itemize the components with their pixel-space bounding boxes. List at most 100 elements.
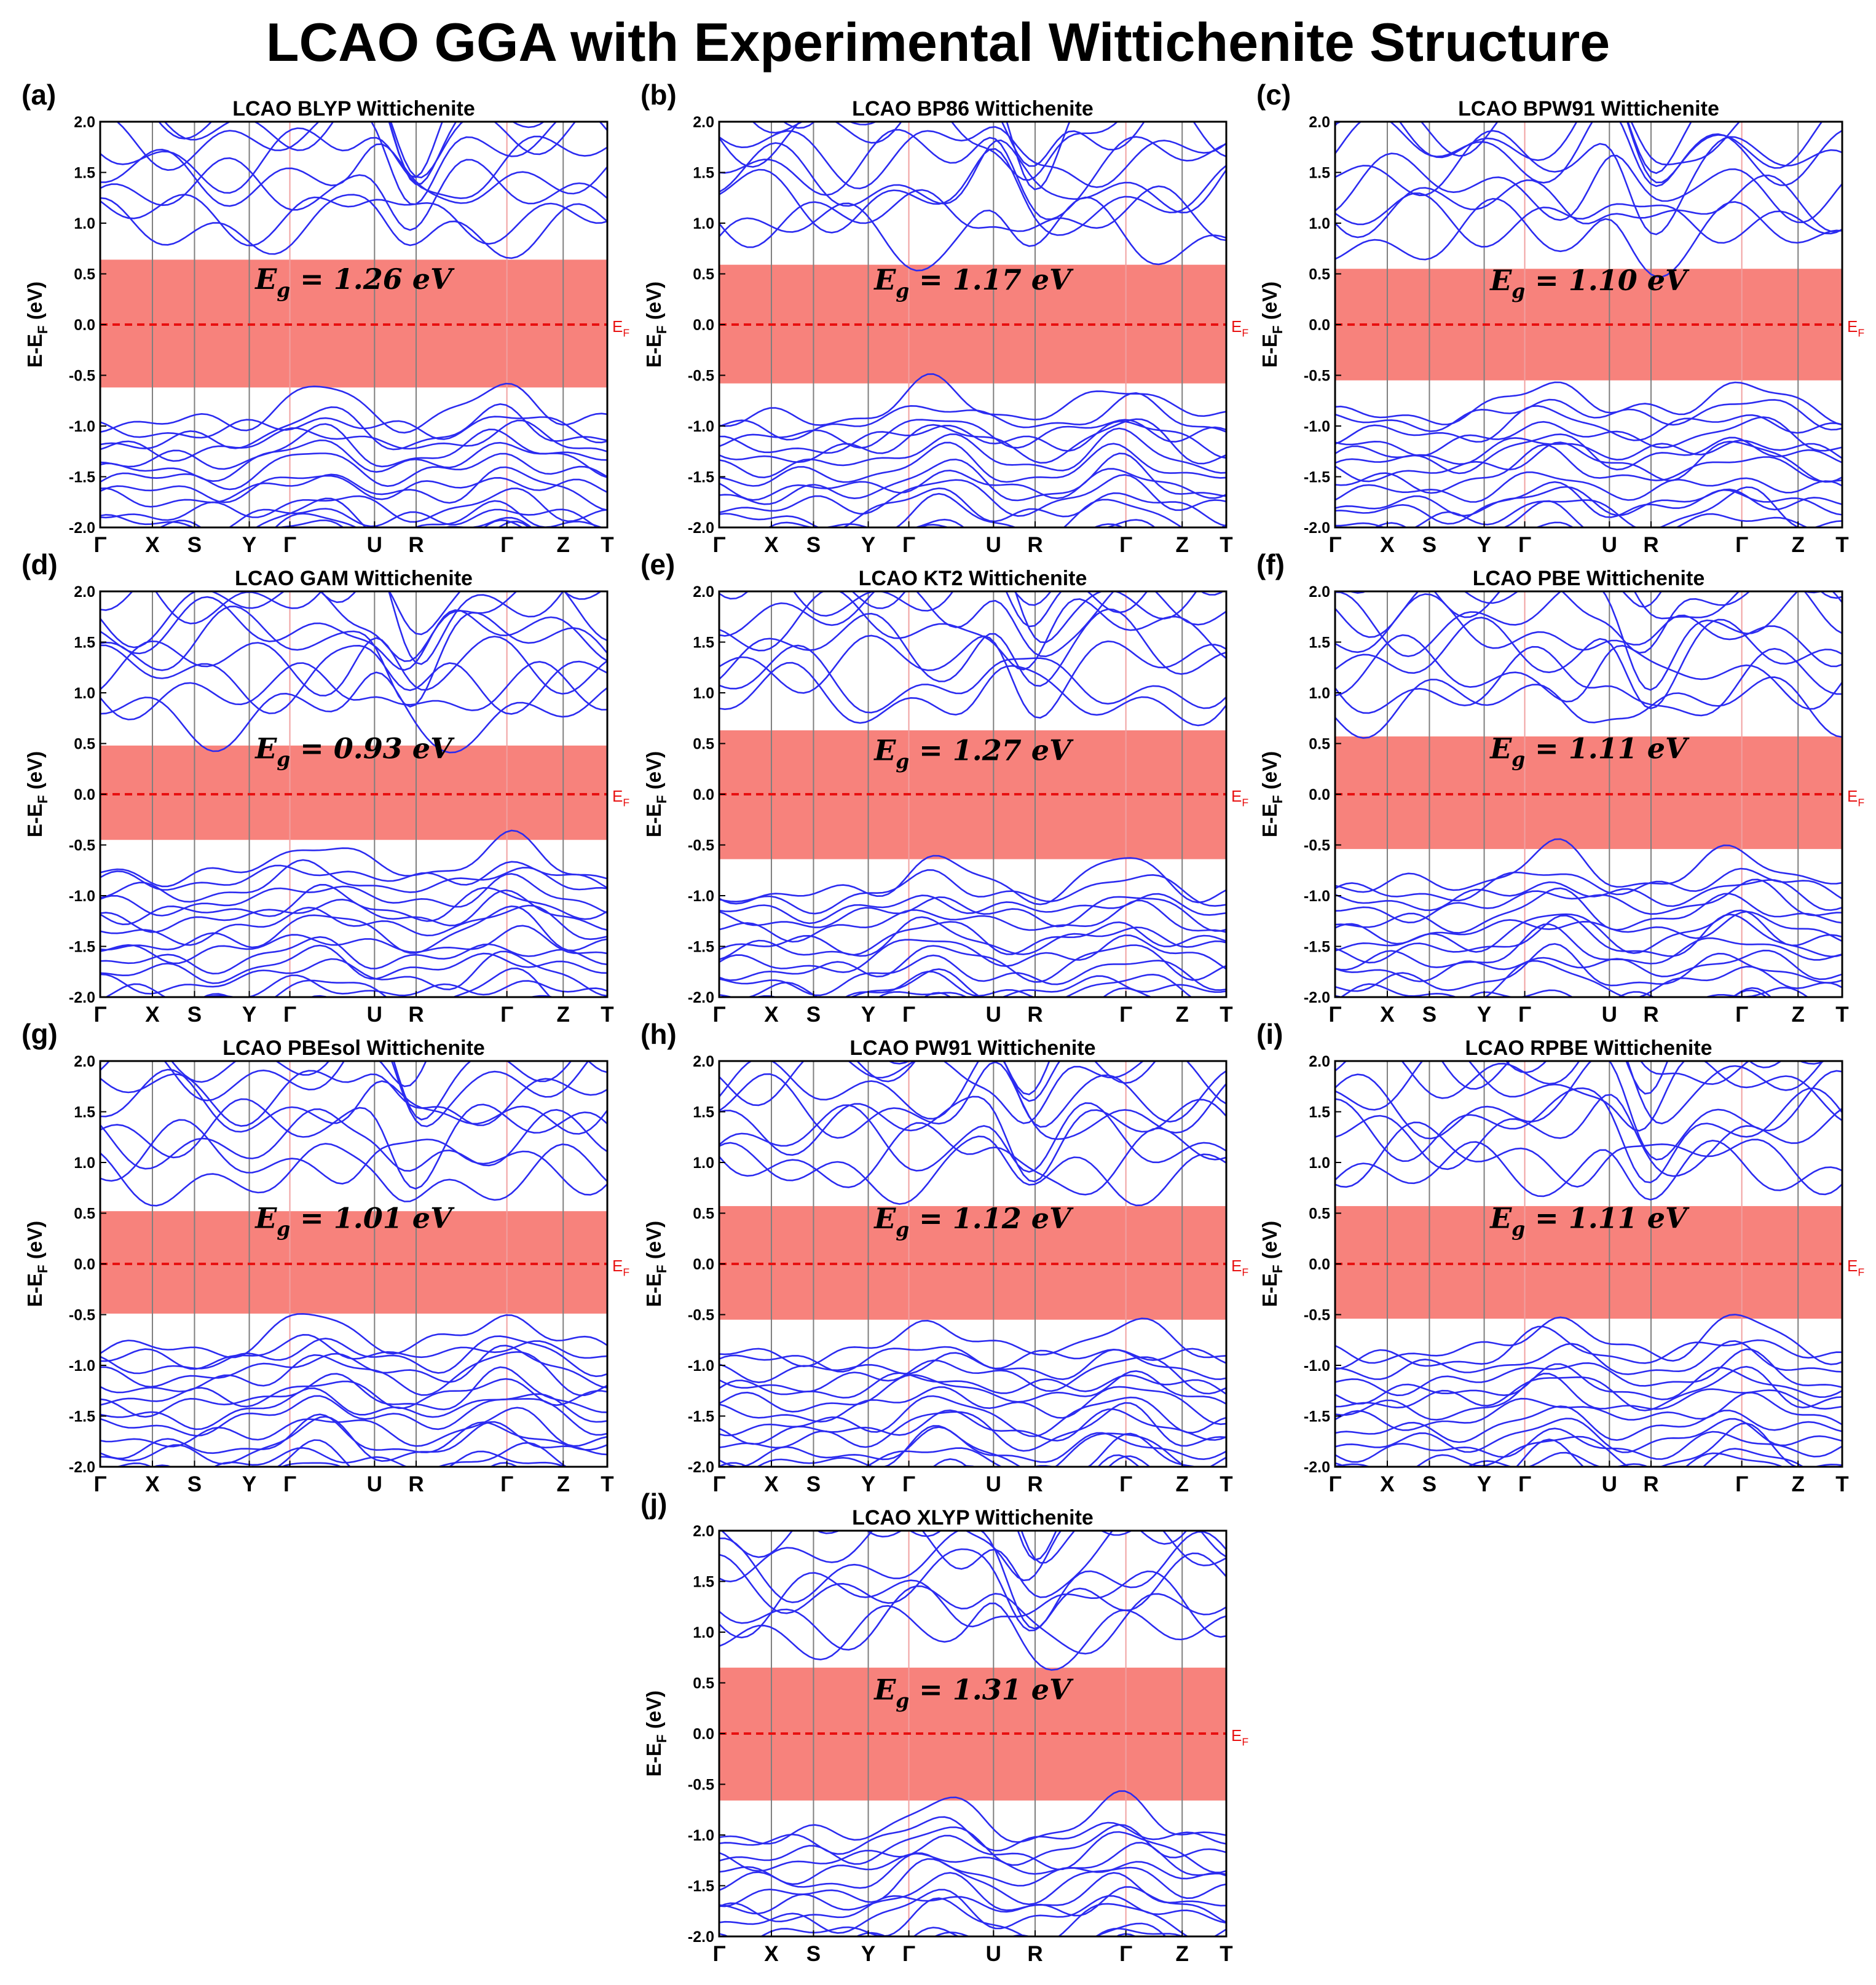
y-tick-label: -1.0 bbox=[688, 1357, 714, 1375]
y-tick-label: -1.5 bbox=[688, 1878, 714, 1895]
k-point-label: Z bbox=[1792, 1003, 1805, 1027]
valence-band bbox=[1335, 1325, 1842, 1370]
conduction-band bbox=[1335, 645, 1842, 717]
valence-band bbox=[1335, 1422, 1842, 1467]
conduction-band bbox=[157, 122, 545, 186]
valence-band bbox=[100, 452, 607, 491]
band-panel: (d) LCAO GAM Wittichenite EF Eg = 0.93 eV 2.… bbox=[22, 548, 629, 1038]
y-tick-label: 0.5 bbox=[74, 736, 95, 753]
band-lines bbox=[100, 122, 607, 527]
conduction-band bbox=[1335, 1061, 1824, 1124]
valence-band bbox=[1335, 838, 1842, 893]
valence-band bbox=[158, 497, 605, 527]
gap-label: Eg = 1.27 eV bbox=[873, 734, 1074, 773]
k-point-label: Γ bbox=[1518, 1472, 1531, 1496]
band-lines bbox=[1335, 122, 1842, 527]
conduction-band bbox=[719, 1122, 1226, 1196]
valence-band bbox=[280, 1462, 519, 1467]
k-point-label: Γ bbox=[283, 533, 296, 557]
conduction-band bbox=[100, 143, 607, 207]
y-tick-label: -0.5 bbox=[69, 368, 95, 385]
valence-band bbox=[719, 1408, 1226, 1445]
valence-band bbox=[719, 1897, 1226, 1936]
conduction-band bbox=[782, 122, 1071, 191]
k-point-label: Γ bbox=[712, 533, 725, 557]
valence-band bbox=[719, 441, 1226, 487]
conduction-band bbox=[164, 122, 577, 179]
y-tick-label: -2.0 bbox=[688, 989, 714, 1006]
band-gap-region bbox=[1335, 736, 1842, 850]
y-tick-label: -2.0 bbox=[69, 1459, 95, 1476]
y-tick-label: 1.5 bbox=[693, 1574, 714, 1591]
panel-label: (c) bbox=[1256, 79, 1291, 111]
valence-band bbox=[100, 416, 607, 444]
panel-label: (a) bbox=[22, 79, 56, 111]
y-tick-label: 1.0 bbox=[693, 1624, 714, 1641]
band-gap-region bbox=[100, 1211, 607, 1314]
y-tick-label: 0.5 bbox=[693, 736, 714, 753]
k-point-label: U bbox=[986, 533, 1001, 557]
valence-band bbox=[719, 916, 1226, 961]
y-tick-label: 1.5 bbox=[1309, 1104, 1330, 1121]
y-tick-label: 1.5 bbox=[74, 1104, 95, 1121]
y-tick-label: 1.5 bbox=[74, 634, 95, 652]
y-tick-label: 0.5 bbox=[74, 266, 95, 283]
k-point-label: Γ bbox=[1518, 533, 1531, 557]
valence-band bbox=[1335, 1480, 1842, 1512]
y-tick-label: 0.0 bbox=[693, 1256, 714, 1273]
valence-band bbox=[719, 419, 1226, 449]
valence-band bbox=[100, 1003, 607, 1038]
valence-band bbox=[719, 1349, 1226, 1384]
k-point-label: Γ bbox=[93, 533, 106, 557]
k-point-label: Y bbox=[1477, 1472, 1491, 1496]
k-point-label: Γ bbox=[1119, 1472, 1132, 1496]
valence-band bbox=[753, 971, 1193, 997]
k-point-label: R bbox=[408, 1003, 424, 1027]
valence-band bbox=[767, 492, 1226, 527]
gap-label: Eg = 1.26 eV bbox=[254, 262, 455, 302]
conduction-band bbox=[719, 1548, 1226, 1632]
y-tick-label: 2.0 bbox=[693, 583, 714, 601]
k-point-label: S bbox=[187, 1472, 202, 1496]
panel-title: LCAO RPBE Wittichenite bbox=[1465, 1036, 1712, 1060]
k-point-label: S bbox=[187, 533, 202, 557]
panel-title: LCAO XLYP Wittichenite bbox=[852, 1506, 1094, 1529]
k-point-label: Z bbox=[557, 533, 570, 557]
valence-band bbox=[100, 925, 607, 965]
k-point-label: Γ bbox=[1518, 1003, 1531, 1027]
k-point-label: Γ bbox=[1735, 1472, 1748, 1496]
k-point-label: Y bbox=[242, 533, 256, 557]
valence-band bbox=[719, 468, 1226, 501]
k-point-label: S bbox=[806, 1942, 821, 1966]
conduction-band bbox=[1335, 174, 1842, 239]
conduction-band bbox=[719, 1570, 1226, 1639]
conduction-band bbox=[100, 1070, 607, 1127]
valence-band bbox=[1335, 1314, 1842, 1365]
valence-band bbox=[1335, 486, 1842, 517]
k-point-label: Z bbox=[1176, 1472, 1189, 1496]
conduction-band bbox=[100, 1108, 607, 1172]
valence-band bbox=[719, 899, 1226, 943]
valence-band bbox=[1335, 481, 1842, 525]
conduction-band bbox=[719, 126, 1226, 189]
valence-band bbox=[100, 1335, 607, 1378]
panel-title: LCAO BP86 Wittichenite bbox=[852, 97, 1094, 120]
valence-band bbox=[100, 861, 607, 891]
k-point-label: Z bbox=[1176, 1003, 1189, 1027]
valence-band bbox=[114, 1442, 568, 1467]
conduction-band bbox=[100, 606, 607, 708]
conduction-band bbox=[100, 194, 607, 259]
k-point-label: R bbox=[408, 1472, 424, 1496]
k-point-label: Y bbox=[1477, 533, 1491, 557]
valence-band bbox=[152, 1439, 567, 1467]
k-point-label: Y bbox=[861, 1942, 875, 1966]
panel-title: LCAO GAM Wittichenite bbox=[235, 567, 473, 590]
valence-band bbox=[719, 869, 1226, 915]
valence-band bbox=[719, 1386, 1226, 1426]
conduction-band bbox=[719, 128, 1226, 220]
panel-label: (f) bbox=[1256, 548, 1285, 580]
band-panel: (g) LCAO PBEsol Wittichenite EF Eg = 1.01 e… bbox=[22, 1018, 629, 1496]
k-point-label: R bbox=[1027, 533, 1042, 557]
y-tick-label: 0.0 bbox=[1309, 317, 1330, 334]
valence-band bbox=[719, 1823, 1226, 1866]
